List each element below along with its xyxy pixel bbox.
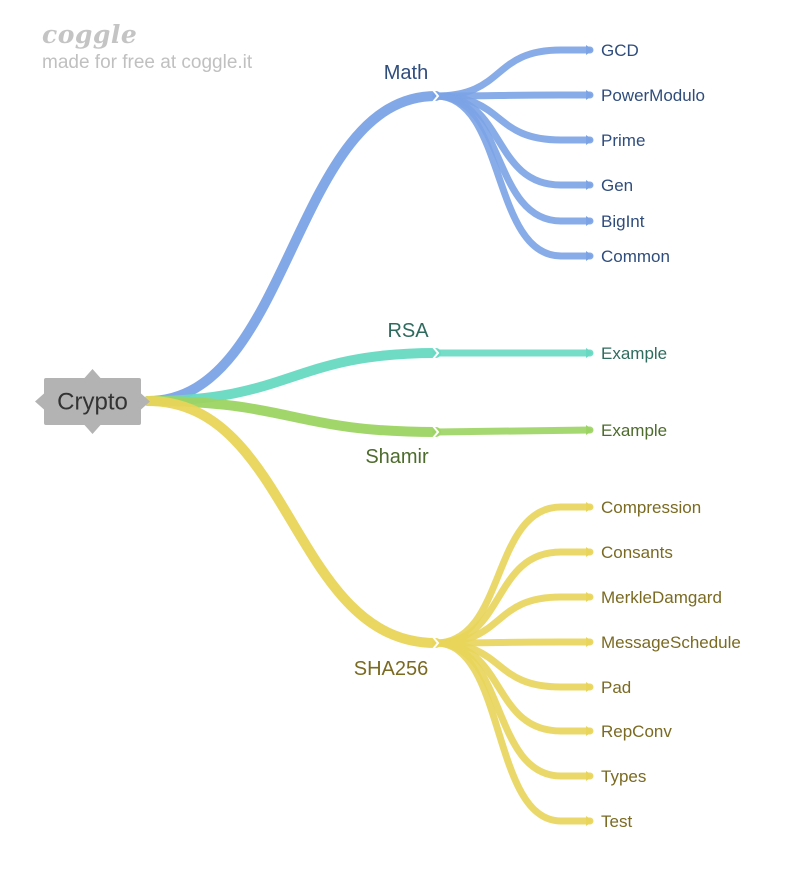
root-node-label: Crypto [57, 389, 128, 416]
mind-map-links [143, 45, 594, 826]
leaf-arrow-icon [586, 771, 593, 781]
leaf-node-sha-2[interactable]: MerkleDamgard [601, 588, 722, 607]
leaf-link-math-0 [432, 46, 594, 100]
leaf-node-math-5[interactable]: Common [601, 247, 670, 266]
leaf-arrow-icon [586, 637, 593, 647]
branch-junction-icon [432, 636, 440, 650]
leaf-node-sha-4[interactable]: Pad [601, 678, 631, 697]
branch-node-math[interactable]: Math [384, 62, 428, 84]
branch-link-shamir [143, 396, 441, 437]
branch-junction-icon [432, 346, 440, 360]
leaf-node-math-2[interactable]: Prime [601, 131, 645, 150]
leaf-node-math-0[interactable]: GCD [601, 41, 639, 60]
leaf-arrow-icon [586, 592, 593, 602]
leaf-node-sha-3[interactable]: MessageSchedule [601, 633, 741, 652]
leaf-link-sha-7 [432, 639, 594, 825]
leaf-arrow-icon [586, 682, 593, 692]
branch-node-sha[interactable]: SHA256 [354, 658, 429, 680]
branch-node-rsa[interactable]: RSA [387, 320, 429, 342]
leaf-node-sha-5[interactable]: RepConv [601, 722, 672, 741]
leaf-node-math-3[interactable]: Gen [601, 176, 633, 195]
leaf-arrow-icon [586, 180, 593, 190]
leaf-arrow-icon [586, 45, 593, 55]
branch-link-sha [143, 396, 441, 648]
root-node[interactable]: Crypto [35, 369, 150, 434]
leaf-node-sha-0[interactable]: Compression [601, 498, 701, 517]
coggle-logo[interactable]: coggle [42, 20, 138, 49]
branch-junction-icon [432, 89, 440, 103]
branch-link-math [143, 91, 441, 406]
leaf-arrow-icon [586, 502, 593, 512]
branch-junction-icon [432, 425, 440, 439]
leaf-link-shamir-0 [432, 426, 594, 436]
leaf-arrow-icon [586, 726, 593, 736]
leaf-arrow-icon [586, 547, 593, 557]
leaf-node-sha-6[interactable]: Types [601, 767, 646, 786]
leaf-node-sha-1[interactable]: Consants [601, 543, 673, 562]
leaf-node-math-4[interactable]: BigInt [601, 212, 645, 231]
leaf-arrow-icon [586, 90, 593, 100]
leaf-arrow-icon [586, 216, 593, 226]
branch-node-shamir[interactable]: Shamir [365, 446, 429, 468]
leaf-arrow-icon [586, 348, 593, 358]
leaf-arrow-icon [586, 251, 593, 261]
coggle-tagline[interactable]: made for free at coggle.it [42, 52, 253, 73]
leaf-arrow-icon [586, 816, 593, 826]
root-node-shape-icon [35, 369, 150, 434]
leaf-node-shamir-0[interactable]: Example [601, 421, 667, 440]
leaf-node-math-1[interactable]: PowerModulo [601, 86, 705, 105]
leaf-arrow-icon [586, 425, 593, 435]
leaf-link-math-5 [432, 92, 594, 260]
leaf-node-rsa-0[interactable]: Example [601, 344, 667, 363]
leaf-arrow-icon [586, 135, 593, 145]
coggle-branding: coggle made for free at coggle.it [42, 18, 252, 74]
mind-map-labels: GCD PowerModulo Prime Gen BigInt Common Math Ex… [354, 41, 741, 831]
leaf-node-sha-7[interactable]: Test [601, 812, 632, 831]
